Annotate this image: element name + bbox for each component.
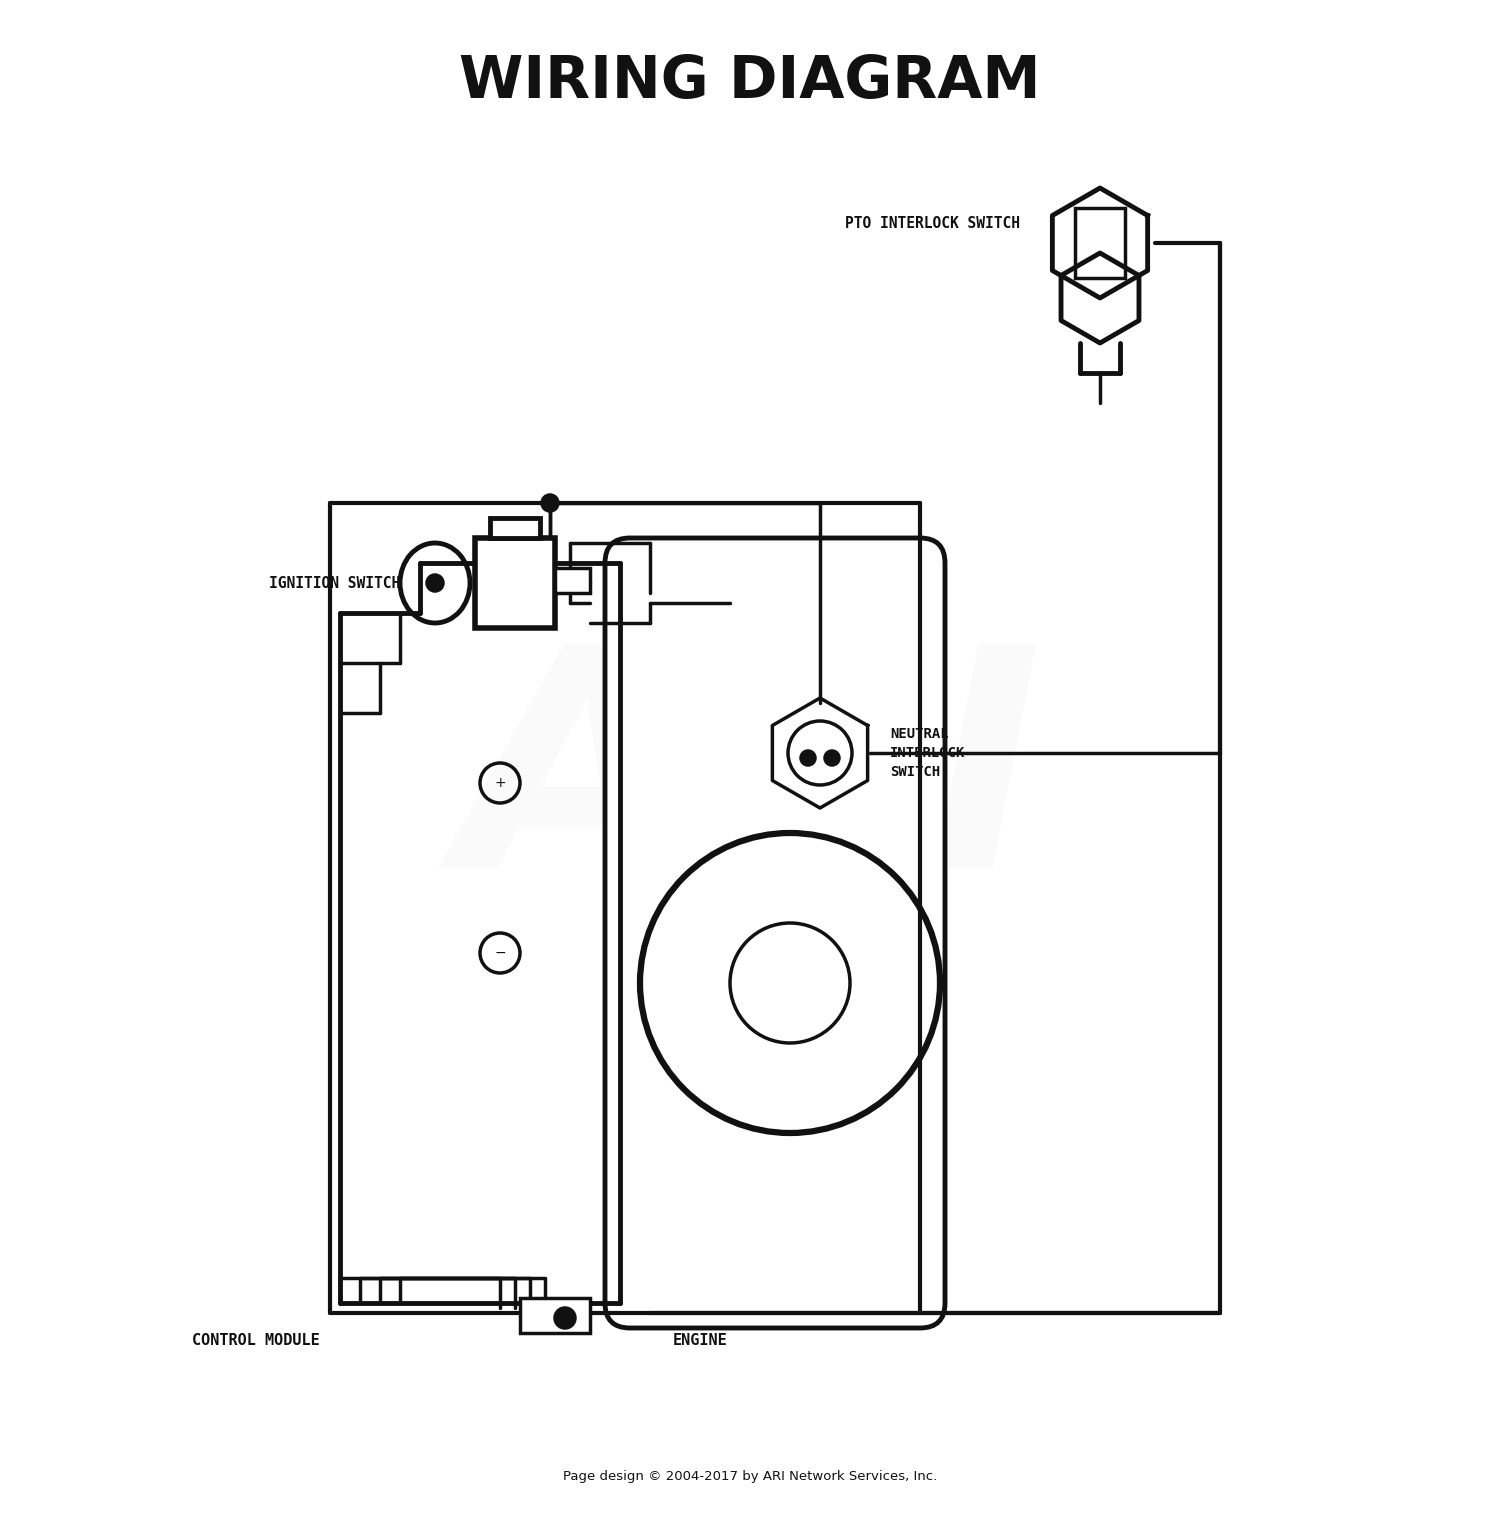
Circle shape <box>825 751 839 765</box>
Bar <box>555 569 590 593</box>
Bar <box>476 538 555 629</box>
FancyBboxPatch shape <box>604 538 945 1328</box>
Bar <box>1076 208 1125 277</box>
Bar <box>520 1298 590 1334</box>
Circle shape <box>801 751 814 765</box>
Text: −: − <box>494 946 506 960</box>
Text: ENGINE: ENGINE <box>672 1334 728 1348</box>
Text: IGNITION SWITCH: IGNITION SWITCH <box>268 575 400 590</box>
Circle shape <box>542 495 558 510</box>
Text: Page design © 2004-2017 by ARI Network Services, Inc.: Page design © 2004-2017 by ARI Network S… <box>562 1470 938 1482</box>
Text: WIRING DIAGRAM: WIRING DIAGRAM <box>459 54 1041 110</box>
Text: CONTROL MODULE: CONTROL MODULE <box>192 1334 320 1348</box>
Text: ARI: ARI <box>458 635 1042 932</box>
Text: PTO INTERLOCK SWITCH: PTO INTERLOCK SWITCH <box>844 216 1020 230</box>
Text: +: + <box>494 776 506 789</box>
Circle shape <box>555 1308 574 1328</box>
Circle shape <box>427 575 442 592</box>
Bar <box>490 518 540 538</box>
Text: NEUTRAL
INTERLOCK
SWITCH: NEUTRAL INTERLOCK SWITCH <box>890 727 966 779</box>
